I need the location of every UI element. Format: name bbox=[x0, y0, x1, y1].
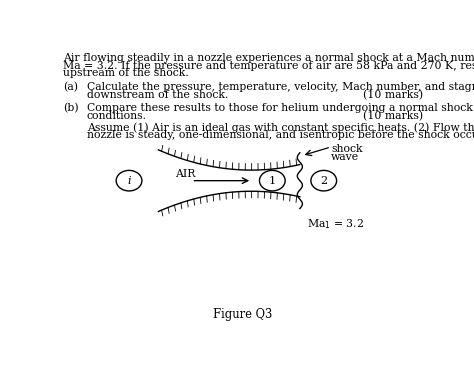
Text: downstream of the shock.: downstream of the shock. bbox=[87, 90, 228, 100]
Text: shock: shock bbox=[331, 144, 363, 154]
Text: Air flowing steadily in a nozzle experiences a normal shock at a Mach number of: Air flowing steadily in a nozzle experie… bbox=[63, 53, 474, 63]
Text: AIR: AIR bbox=[175, 169, 195, 179]
Text: conditions.: conditions. bbox=[87, 111, 147, 121]
Text: (b): (b) bbox=[63, 103, 79, 114]
Text: wave: wave bbox=[331, 152, 359, 162]
Text: Ma = 3.2. If the pressure and temperature of air are 58 kPa and 270 K, respectiv: Ma = 3.2. If the pressure and temperatur… bbox=[63, 61, 474, 71]
Text: 2: 2 bbox=[320, 176, 328, 186]
Text: (10 marks): (10 marks) bbox=[363, 90, 423, 100]
Text: 1: 1 bbox=[269, 176, 276, 186]
Text: Assume (1) Air is an ideal gas with constant specific heats. (2) Flow through th: Assume (1) Air is an ideal gas with cons… bbox=[87, 122, 474, 133]
Text: nozzle is steady, one-dimensional, and isentropic before the shock occurs.: nozzle is steady, one-dimensional, and i… bbox=[87, 130, 474, 140]
Text: Compare these results to those for helium undergoing a normal shock under the sa: Compare these results to those for heliu… bbox=[87, 103, 474, 114]
Text: (a): (a) bbox=[63, 82, 78, 92]
Text: Ma$_1$ = 3.2: Ma$_1$ = 3.2 bbox=[307, 217, 364, 231]
Text: Calculate the pressure, temperature, velocity, Mach number, and stagnation press: Calculate the pressure, temperature, vel… bbox=[87, 82, 474, 92]
Text: (10 marks): (10 marks) bbox=[363, 111, 423, 121]
Text: i: i bbox=[128, 176, 131, 186]
Text: Figure Q3: Figure Q3 bbox=[213, 309, 273, 322]
Text: upstream of the shock.: upstream of the shock. bbox=[63, 68, 189, 78]
